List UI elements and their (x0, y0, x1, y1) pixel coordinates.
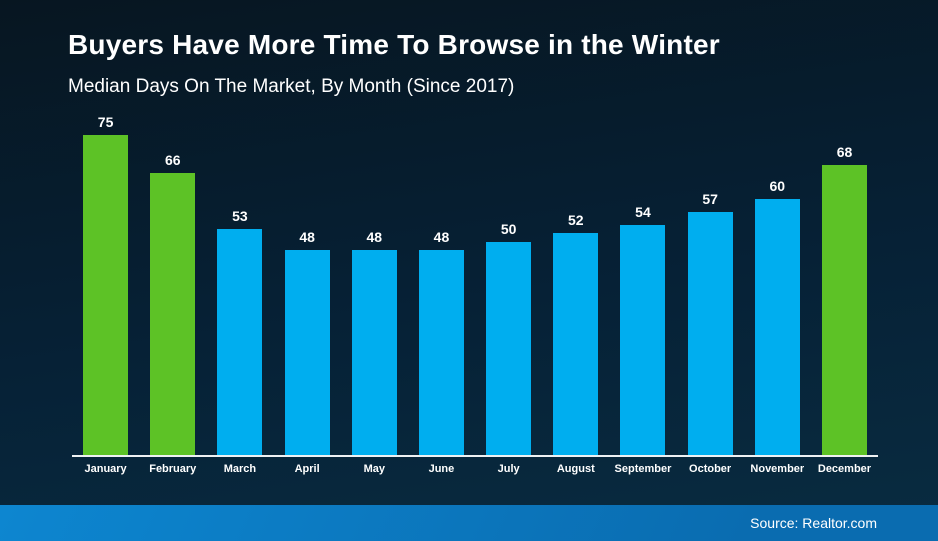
bar-value-label-june: 48 (433, 229, 450, 245)
bar-september (620, 225, 666, 455)
bar-august (553, 233, 599, 455)
x-axis-baseline (72, 455, 878, 457)
bar-value-label-may: 48 (366, 229, 383, 245)
bar-slot-september: 54 (609, 114, 676, 455)
footer-bar: Source: Realtor.com (0, 505, 938, 541)
bar-slot-january: 75 (72, 114, 139, 455)
month-label-april: April (294, 463, 320, 475)
bar-october (687, 212, 733, 455)
bar-december (821, 165, 867, 455)
month-label-may: May (363, 463, 385, 475)
bar-value-label-september: 54 (635, 204, 651, 220)
month-label-january: January (84, 463, 127, 475)
bar-slot-may: 48 (341, 114, 408, 455)
month-label-september: September (614, 463, 672, 475)
bar-slot-november: 60 (744, 114, 811, 455)
bar-value-label-august: 52 (568, 212, 584, 228)
month-label-june: June (428, 463, 455, 475)
month-label-december: December (817, 463, 872, 475)
bar-value-label-december: 68 (836, 144, 853, 160)
bar-july (486, 242, 532, 455)
bar-slot-august: 52 (542, 114, 609, 455)
bar-april (284, 250, 330, 455)
bar-slot-february: 66 (139, 114, 206, 455)
month-label-july: July (497, 463, 520, 475)
chart-subtitle: Median Days On The Market, By Month (Sin… (68, 76, 515, 97)
bars-row: 75 66 53 48 48 48 50 52 54 57 60 68 (72, 114, 878, 455)
bar-may (351, 250, 397, 455)
month-label-march: March (223, 463, 257, 475)
bar-slot-june: 48 (408, 114, 475, 455)
bar-june (418, 250, 464, 455)
bar-slot-april: 48 (274, 114, 341, 455)
bar-value-label-february: 66 (164, 152, 181, 168)
bar-february (150, 173, 196, 455)
bar-slot-december: 68 (811, 114, 878, 455)
bar-november (754, 199, 800, 455)
month-label-august: August (556, 463, 595, 475)
bar-value-label-october: 57 (702, 191, 718, 207)
bar-value-label-january: 75 (97, 114, 114, 130)
bar-value-label-april: 48 (299, 229, 315, 245)
month-label-october: October (689, 463, 732, 475)
bar-slot-july: 50 (475, 114, 542, 455)
bar-value-label-july: 50 (500, 221, 517, 237)
source-attribution: Source: Realtor.com (750, 515, 877, 531)
bar-slot-october: 57 (677, 114, 744, 455)
bar-march (217, 229, 263, 455)
bar-value-label-november: 60 (769, 178, 786, 194)
bar-january (83, 135, 129, 455)
bar-value-label-march: 53 (232, 208, 248, 224)
bar-slot-march: 53 (206, 114, 273, 455)
page-title: Buyers Have More Time To Browse in the W… (68, 29, 720, 60)
month-labels-row: January February March April May June July Augu… (72, 463, 878, 475)
month-label-november: November (750, 463, 805, 475)
month-label-february: February (149, 463, 197, 475)
